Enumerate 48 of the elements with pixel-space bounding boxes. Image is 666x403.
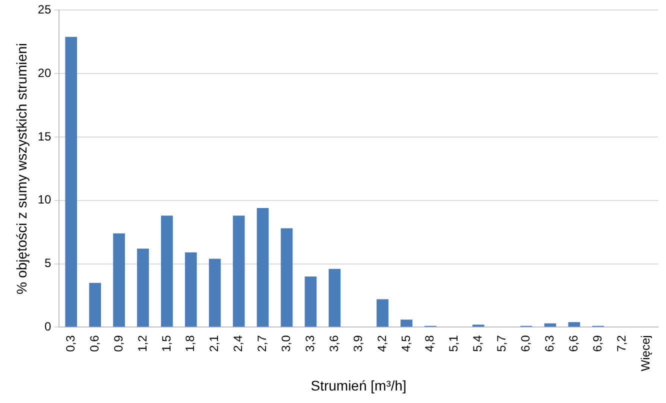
x-tick-label: 0,9 xyxy=(111,334,126,352)
x-tick-label: 1,5 xyxy=(159,334,174,352)
bar xyxy=(376,299,388,327)
x-tick-label: 5,7 xyxy=(494,334,509,352)
bar xyxy=(568,322,580,327)
x-tick-label: 3,0 xyxy=(279,334,294,352)
bar xyxy=(89,282,102,327)
x-tick-label: 1,8 xyxy=(183,334,198,352)
x-tick-label: 3,3 xyxy=(302,334,317,352)
bar xyxy=(400,320,412,327)
x-tick-label: 5,4 xyxy=(470,334,485,352)
x-tick-label: 7,2 xyxy=(614,334,628,352)
bar xyxy=(256,208,269,327)
y-tick-label: 25 xyxy=(38,2,52,17)
bar xyxy=(232,216,245,327)
x-tick-label: Więcej xyxy=(638,335,652,372)
bar xyxy=(161,216,173,327)
bar xyxy=(65,36,78,327)
x-tick-label: 6,3 xyxy=(542,334,557,352)
bar xyxy=(328,268,341,327)
x-tick-label: 6,9 xyxy=(590,334,604,352)
x-tick-label: 2,4 xyxy=(231,334,246,352)
bar xyxy=(184,252,197,327)
x-tick-label: 1,2 xyxy=(135,334,150,352)
y-tick-label: 10 xyxy=(38,192,52,207)
x-tick-label: 6,6 xyxy=(566,334,580,352)
x-axis-title: Strumień [m³/h] xyxy=(310,377,406,394)
bar xyxy=(304,276,317,327)
y-tick-label: 5 xyxy=(44,256,52,270)
y-axis-title: % objętości z sumy wszystkich strumieni xyxy=(13,43,30,294)
x-tick-label: 6,0 xyxy=(518,334,533,352)
bar xyxy=(280,228,293,327)
x-tick-label: 0,6 xyxy=(87,334,102,352)
bar xyxy=(113,233,125,327)
x-tick-label: 3,9 xyxy=(350,334,365,352)
x-tick-label: 4,8 xyxy=(422,334,437,352)
y-tick-label: 0 xyxy=(44,320,52,334)
bar xyxy=(208,258,221,327)
x-tick-label: 5,1 xyxy=(446,334,461,352)
x-tick-label: 0,3 xyxy=(63,334,78,352)
bar xyxy=(137,248,149,327)
x-tick-label: 4,5 xyxy=(398,334,413,352)
x-tick-label: 4,2 xyxy=(374,334,389,352)
x-tick-label: 2,7 xyxy=(255,334,270,352)
x-tick-label: 3,6 xyxy=(326,334,341,352)
y-tick-label: 15 xyxy=(38,129,52,144)
x-tick-label: 2,1 xyxy=(207,334,222,352)
y-tick-label: 20 xyxy=(38,66,52,80)
